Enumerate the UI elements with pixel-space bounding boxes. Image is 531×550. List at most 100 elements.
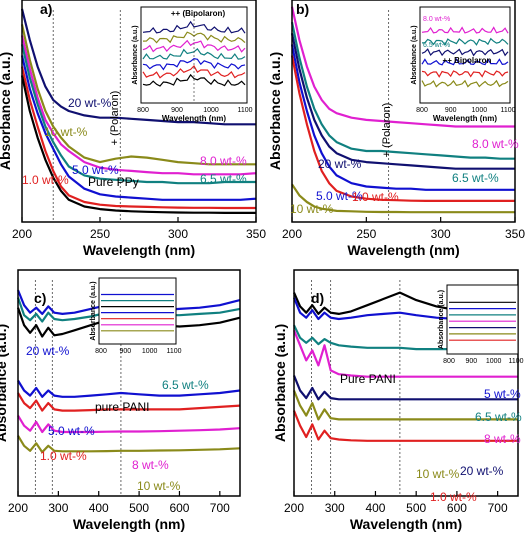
inset-x-tick-label: 1000 xyxy=(472,107,488,114)
inset-series-line xyxy=(142,65,246,79)
y-axis-title: Absorbance (a.u.) xyxy=(267,52,283,170)
series-label: 5.0 wt-% xyxy=(316,189,363,203)
series-label: 10 wt-% xyxy=(416,467,460,481)
inset-x-tick-label: 800 xyxy=(95,348,107,355)
inset-x-tick-label: 800 xyxy=(416,107,428,114)
x-tick-label: 500 xyxy=(129,501,149,515)
x-tick-label: 300 xyxy=(431,227,451,241)
series-label: 10 wt-% xyxy=(44,125,88,139)
inset-frame xyxy=(419,6,511,104)
annotation-label: + (Polaron) xyxy=(109,91,121,146)
series-line-1-0-wt- xyxy=(290,55,515,202)
x-tick-label: 600 xyxy=(447,501,467,515)
inset-y-axis-title: Absorbance (a.u.) xyxy=(132,25,139,84)
inset-x-axis-title: Wavelength (nm) xyxy=(162,114,226,123)
series-label: 10 wt-% xyxy=(137,479,181,493)
inset-x-tick-label: 900 xyxy=(465,358,477,365)
inset-series-line xyxy=(142,73,246,87)
inset-series-line xyxy=(421,79,509,88)
inset-x-tick-label: 900 xyxy=(119,348,131,355)
series-line-10-wt- xyxy=(20,24,256,166)
inset-series-line xyxy=(142,57,246,71)
inset-series-line xyxy=(421,57,509,66)
y-axis-title: Absorbance (a.u.) xyxy=(0,324,9,442)
inset-y-axis-title: Absorbance (a.u.) xyxy=(411,25,418,84)
x-tick-label: 200 xyxy=(8,501,28,515)
x-axis-title: Wavelength (nm) xyxy=(347,242,459,258)
series-label: 20 wt-% xyxy=(68,96,112,110)
x-axis-title: Wavelength (nm) xyxy=(83,242,195,258)
series-line-10-wt- xyxy=(17,435,241,454)
series-label: 5.0 wt-% xyxy=(48,424,95,438)
series-label: 10 wt-% xyxy=(290,202,334,216)
series-label: 1.0 wt-% xyxy=(430,490,477,504)
x-tick-label: 200 xyxy=(282,227,302,241)
inset-x-tick-label: 800 xyxy=(443,358,455,365)
panel-1: 200 250 300 350 Wavelength (nm) Absorbance (a… xyxy=(0,0,266,258)
series-label: 6.5 wt-% xyxy=(162,378,209,392)
x-tick-label: 400 xyxy=(89,501,109,515)
inset-y-axis-title: Absorbance (a.u.) xyxy=(90,281,97,340)
y-axis-title: Absorbance (a.u.) xyxy=(272,324,288,442)
inset-x-tick-label: 1100 xyxy=(500,107,515,114)
x-tick-label: 300 xyxy=(48,501,68,515)
series-label: 1.0 wt-% xyxy=(352,190,399,204)
x-tick-label: 400 xyxy=(365,501,385,515)
series-line-pure-pani xyxy=(16,307,241,338)
series-line-pure-ppy xyxy=(20,75,256,214)
inset-frame xyxy=(446,284,519,355)
series-label: Pure PPy xyxy=(88,175,139,189)
series-line-6-5-wt- xyxy=(16,297,241,323)
inset-x-tick-label: 1000 xyxy=(486,358,502,365)
inset-series-label: 8.0 wt-% xyxy=(423,16,450,23)
series-line-8-0-wt- xyxy=(20,35,257,176)
x-tick-label: 500 xyxy=(406,501,426,515)
inset-series-line xyxy=(421,37,509,46)
inset-x-tick-label: 900 xyxy=(445,107,457,114)
series-line-10-wt- xyxy=(291,183,515,214)
panel-label: b) xyxy=(296,1,309,17)
inset-plot: 800 900 1000 1100 Absorbance (a.u.) xyxy=(438,284,524,365)
x-tick-label: 300 xyxy=(325,501,345,515)
series-label: 8.0 wt-% xyxy=(200,154,247,168)
inset-series-line xyxy=(142,39,246,53)
series-label: 1.0 wt-% xyxy=(40,449,87,463)
series-label: 1.0 wt-% xyxy=(22,173,69,187)
x-tick-label: 300 xyxy=(168,227,188,241)
inset-series-line xyxy=(421,26,509,34)
plot-frame xyxy=(293,269,519,497)
series-line-8-0-wt- xyxy=(290,6,515,128)
plot-frame xyxy=(21,0,257,223)
series-label: 5.0 wt-% xyxy=(72,163,119,177)
x-tick-label: 700 xyxy=(210,501,230,515)
series-line-1-0-wt- xyxy=(292,410,518,442)
series-label: 8 wt-% xyxy=(132,458,169,472)
series-line-20-wt- xyxy=(20,8,256,126)
series-label: 20 wt-% xyxy=(460,464,504,478)
inset-x-axis-title: Wavelength (nm) xyxy=(433,114,497,123)
series-line-6-5-wt- xyxy=(290,21,515,160)
series-label: pure PANI xyxy=(95,400,149,414)
series-label: 5 wt-% xyxy=(484,387,521,401)
inset-series-line xyxy=(142,20,246,34)
inset-x-tick-label: 800 xyxy=(137,107,149,114)
series-label: 6.5 wt-% xyxy=(452,171,499,185)
series-line-8-wt- xyxy=(17,415,241,434)
series-line-5-0-wt- xyxy=(290,44,515,191)
series-label: 20 wt-% xyxy=(318,157,362,171)
series-line-1-0-wt- xyxy=(20,66,256,210)
x-tick-label: 600 xyxy=(169,501,189,515)
inset-x-tick-label: 1100 xyxy=(237,107,252,114)
inset-x-tick-label: 1100 xyxy=(166,348,181,355)
series-line-6-5-wt- xyxy=(20,44,256,185)
inset-plot: 800 900 1000 1100 Absorbance (a.u.) xyxy=(90,277,182,355)
panel-label: d) xyxy=(311,290,324,306)
inset-frame xyxy=(98,277,177,345)
x-axis-title: Wavelength (nm) xyxy=(350,516,462,532)
panel-3: 200 300 400 500 600 700 Wavelength (nm) Absorba… xyxy=(0,269,241,532)
inset-x-tick-label: 1000 xyxy=(142,348,158,355)
x-axis-title: Wavelength (nm) xyxy=(73,516,185,532)
inset-x-tick-label: 900 xyxy=(171,107,183,114)
